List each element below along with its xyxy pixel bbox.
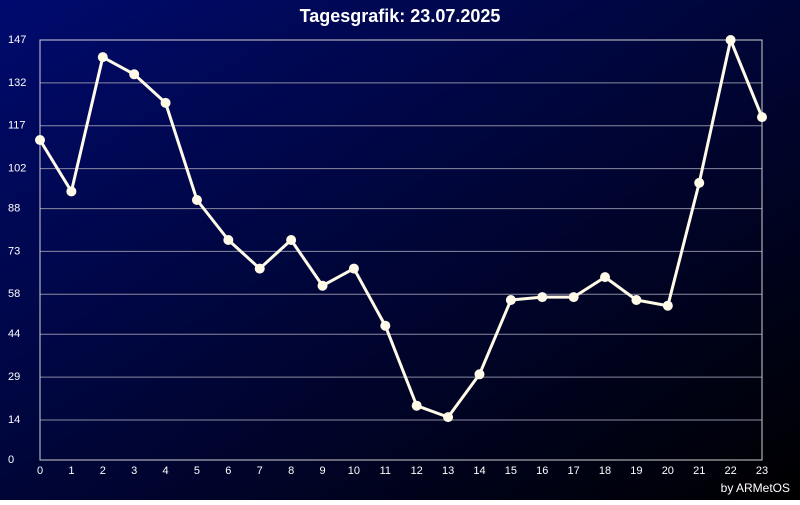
x-tick-label: 8 xyxy=(288,465,294,477)
x-tick-label: 21 xyxy=(693,465,705,477)
y-tick-label: 44 xyxy=(8,328,20,340)
x-tick-label: 3 xyxy=(131,465,137,477)
data-point xyxy=(191,195,202,205)
y-tick-label: 0 xyxy=(8,454,14,466)
x-tick-label: 19 xyxy=(630,465,642,477)
footer: by ARMetOS xyxy=(721,481,790,495)
data-point xyxy=(443,412,454,423)
series-line xyxy=(38,38,764,419)
x-tick-label: 4 xyxy=(163,465,169,477)
data-point xyxy=(505,295,516,305)
data-point xyxy=(35,135,45,145)
data-point xyxy=(694,177,705,188)
data-point xyxy=(380,320,391,331)
y-tick-label: 132 xyxy=(8,77,26,89)
data-point xyxy=(348,263,359,274)
data-point xyxy=(97,52,108,63)
y-tick-label: 102 xyxy=(8,162,26,174)
data-point xyxy=(286,235,297,245)
data-point xyxy=(66,186,77,197)
y-tick-label: 147 xyxy=(8,34,26,46)
x-tick-label: 10 xyxy=(348,465,360,477)
x-tick-label: 5 xyxy=(194,465,200,477)
plot-border xyxy=(39,39,763,461)
x-tick-label: 14 xyxy=(473,465,485,477)
x-tick-label: 7 xyxy=(257,465,263,477)
data-point xyxy=(757,112,767,123)
x-tick-label: 18 xyxy=(599,465,611,477)
chart-title: Tagesgrafik: 23.07.2025 xyxy=(300,6,501,26)
x-tick-label: 15 xyxy=(505,465,517,477)
x-tick-label: 9 xyxy=(319,465,325,477)
y-tick-label: 14 xyxy=(8,414,20,426)
data-point xyxy=(160,97,171,108)
x-tick-label: 0 xyxy=(37,465,43,477)
data-point xyxy=(568,292,579,303)
data-point xyxy=(537,292,548,303)
x-tick-label: 13 xyxy=(442,465,454,477)
y-tick-label: 88 xyxy=(8,202,20,214)
data-point xyxy=(254,263,265,274)
data-point xyxy=(129,69,140,80)
x-tick-label: 16 xyxy=(536,465,548,477)
data-point xyxy=(317,280,328,291)
data-point xyxy=(600,272,611,283)
x-tick-label: 17 xyxy=(568,465,580,477)
data-point xyxy=(725,35,736,45)
data-point xyxy=(631,295,642,305)
data-point xyxy=(474,369,485,380)
data-point xyxy=(411,400,422,411)
x-tick-label: 20 xyxy=(662,465,674,477)
data-point xyxy=(223,235,234,245)
x-tick-label: 11 xyxy=(380,465,391,477)
x-tick-label: 2 xyxy=(100,465,106,477)
x-tick-label: 12 xyxy=(411,465,423,477)
y-tick-label: 58 xyxy=(8,288,20,300)
y-tick-label: 29 xyxy=(8,371,20,383)
x-tick-label: 23 xyxy=(756,465,768,477)
x-tick-label: 6 xyxy=(225,465,231,477)
y-tick-label: 73 xyxy=(8,245,20,257)
y-tick-label: 117 xyxy=(8,120,26,132)
x-tick-label: 1 xyxy=(68,465,74,477)
data-point xyxy=(662,300,673,311)
x-tick-label: 22 xyxy=(724,465,736,477)
